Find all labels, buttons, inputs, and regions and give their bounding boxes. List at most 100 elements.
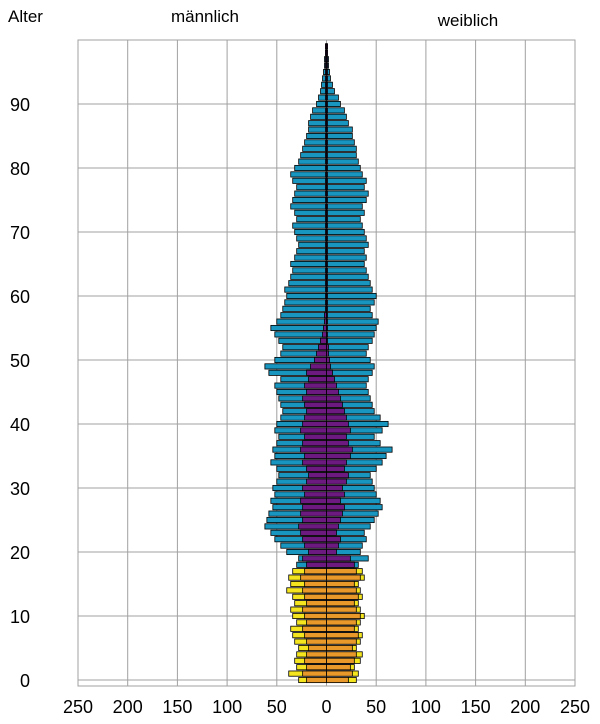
bar-female-inner [326, 574, 361, 581]
bar-female-inner [326, 120, 328, 127]
x-tick-label: 100 [212, 697, 242, 717]
bar-female-inner [326, 472, 349, 479]
bar-male-inner [300, 529, 327, 536]
bar-male-outer [296, 184, 327, 191]
plot-border [77, 39, 576, 687]
bar-male-outer [300, 152, 327, 159]
bar-female-inner [326, 670, 353, 677]
bar-female-outer [326, 280, 371, 287]
bar-male-outer [304, 139, 327, 146]
bar-male-inner [306, 561, 327, 568]
bar-male-inner [300, 427, 327, 434]
bar-male-outer [270, 324, 327, 332]
bar-female-inner [326, 267, 328, 274]
bar-female-inner [326, 190, 328, 197]
bar-male-inner [302, 606, 327, 613]
bar-male-inner [302, 440, 327, 447]
bar-male-outer [294, 209, 327, 216]
bar-female-inner [326, 651, 357, 658]
bar-female-inner [326, 619, 357, 626]
bar-female-outer [326, 273, 369, 280]
bar-male-inner [320, 337, 327, 344]
bar-male-inner [300, 574, 327, 581]
bar-female-outer [326, 331, 375, 338]
bar-female-inner [326, 632, 359, 639]
bar-female-inner [326, 56, 328, 63]
x-tick-label: 150 [162, 697, 192, 717]
y-tick-label: 40 [10, 415, 30, 435]
bar-male-inner [306, 619, 327, 626]
bar-female-inner [326, 516, 341, 524]
bar-female-inner [326, 254, 328, 261]
bar-female-inner [326, 606, 357, 613]
bar-female-outer [326, 158, 359, 165]
bar-female-inner [326, 280, 328, 287]
x-tick-labels: 250 200 150 100 50 0 50 100 150 200 250 [63, 697, 590, 717]
bar-female-inner [326, 555, 351, 562]
bar-male-inner [304, 657, 327, 664]
bar-female-outer [326, 196, 367, 204]
bar-male-inner [318, 344, 327, 351]
male-label: männlich [171, 7, 239, 26]
bar-male-inner [302, 395, 327, 402]
y-tick-label: 90 [10, 95, 30, 115]
bar-male-inner [323, 324, 327, 332]
bar-female-outer [326, 120, 349, 127]
bar-female-inner [326, 452, 351, 460]
bar-female-inner [326, 478, 347, 485]
bar-male-inner [304, 491, 327, 498]
bar-female-inner [326, 324, 328, 332]
bar-male-inner [304, 593, 327, 600]
bar-female-inner [326, 587, 357, 594]
bar-female-outer [326, 203, 363, 210]
bar-female-inner [326, 273, 328, 280]
bar-male-outer [286, 292, 327, 300]
bar-male-outer [290, 260, 327, 268]
bar-female-inner [326, 196, 328, 204]
bar-female-inner [326, 145, 328, 152]
bar-female-outer [326, 171, 363, 178]
bar-male-inner [304, 401, 327, 408]
bar-male-inner [302, 504, 327, 511]
bar-female-inner [326, 440, 349, 447]
bar-female-outer [326, 145, 357, 152]
bar-female-inner [326, 523, 339, 530]
bar-female-outer [326, 164, 361, 172]
bar-female-inner [326, 158, 328, 165]
bar-female-inner [326, 657, 355, 664]
bar-female-inner [326, 497, 341, 504]
bar-male-outer [296, 216, 327, 223]
bar-female-inner [326, 350, 329, 357]
y-tick-label: 70 [10, 223, 30, 243]
bar-male-outer [298, 241, 327, 248]
bar-male-inner [308, 472, 327, 479]
bar-female-inner [326, 664, 351, 671]
bar-male-inner [310, 363, 327, 370]
bar-female-outer [326, 107, 345, 114]
bar-female-inner [326, 305, 328, 312]
bar-male-inner [302, 555, 327, 562]
bar-female-inner [326, 107, 328, 114]
y-tick-label: 20 [10, 543, 30, 563]
bar-male-inner [304, 632, 327, 639]
bar-male-inner [304, 433, 327, 440]
bar-female-outer [326, 241, 369, 248]
bar-female-outer [326, 126, 353, 133]
bar-male-inner [322, 331, 327, 338]
bar-female-inner [326, 203, 328, 210]
bar-female-inner [326, 241, 328, 248]
x-tick-label: 0 [321, 697, 331, 717]
bar-male-outer [284, 299, 327, 306]
bar-male-inner [302, 670, 327, 677]
bar-male-inner [302, 536, 327, 543]
bar-female-outer [326, 216, 361, 223]
bar-male-outer [294, 164, 327, 172]
x-tick-label: 150 [461, 697, 491, 717]
bar-female-inner [326, 68, 328, 76]
bar-male-inner [306, 465, 327, 472]
bar-female-inner [326, 510, 343, 517]
bar-male-outer [290, 273, 327, 280]
bar-male-outer [316, 100, 327, 108]
bar-female-outer [326, 305, 371, 312]
